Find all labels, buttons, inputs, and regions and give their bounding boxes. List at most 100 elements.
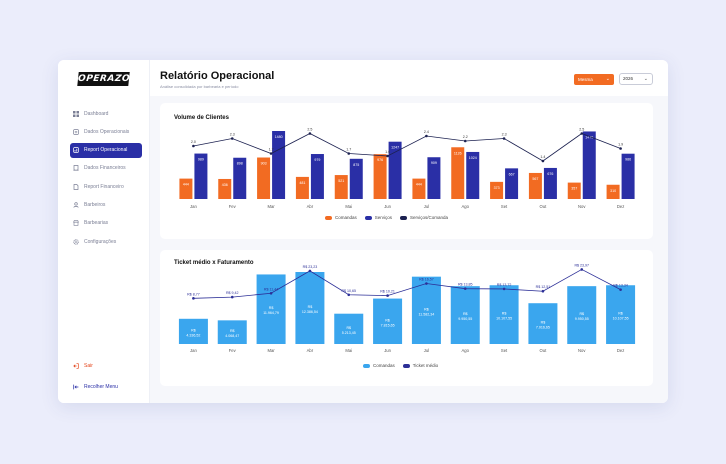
line-label: 2.2 [463, 135, 468, 139]
bar-label: 310 [610, 189, 616, 193]
bar-label: 7.815,65 [381, 323, 395, 327]
app-logo: OPERAZOR [77, 72, 138, 86]
bar-label: R$ [191, 328, 196, 332]
chevron-down-icon: ⌄ [643, 76, 648, 82]
bar-label: R$ [230, 329, 235, 333]
bar-servicos [427, 157, 441, 199]
line-label: 2.5 [307, 128, 312, 132]
legend-item-servicos[interactable]: Serviços [364, 215, 393, 220]
page-title: Relatório Operacional [160, 70, 275, 82]
line-label: R$ 23,23 [303, 265, 318, 269]
line-point [386, 294, 389, 297]
line-label: R$ 13,34 [613, 284, 628, 288]
line-label: 2.5 [579, 128, 584, 132]
line-point [619, 147, 622, 150]
bar-servicos [349, 158, 363, 199]
bar-comandas [451, 147, 465, 199]
line-point [580, 132, 584, 135]
sidebar-item-dados-financeiros[interactable]: Dados Financeiros [70, 161, 142, 176]
x-tick-label: Jun [384, 348, 391, 353]
line-point [425, 282, 428, 285]
legend-item-servicos-comanda[interactable]: Serviços/Comanda [400, 215, 448, 220]
legend-label: Comandas [373, 363, 395, 368]
line-point [269, 152, 273, 155]
bar-label: 373 [494, 186, 500, 190]
bar-label: R$ [269, 306, 274, 310]
bar-faturamento [411, 276, 441, 344]
legend-item-comandas[interactable]: Comandas [325, 215, 357, 220]
volume-clientes-chart: 444 989 Jan 436 898 Fev 903 1480 Mar 481 979 Abr 521… [179, 128, 635, 209]
bar-comandas [606, 184, 620, 199]
user-icon [73, 202, 79, 208]
bar-label: 976 [377, 158, 383, 162]
line-ticket-medio [193, 269, 621, 299]
sidebar-item-report-operacional[interactable]: Report Operacional [70, 142, 142, 158]
sidebar-item-label: Dados Financeiros [84, 165, 126, 172]
sidebar-item-label: Report Operacional [84, 147, 128, 154]
line-point [502, 137, 506, 140]
sidebar-item-dados-operacionais[interactable]: Dados Operacionais [70, 124, 142, 139]
x-tick-label: Jun [384, 204, 391, 209]
sidebar: OPERAZOR Dashboard Dados Operacionais Re… [58, 60, 150, 403]
volume-clientes-card: Volume de Clientes 444 989 Jan 436 898 Fev 903… [160, 103, 653, 239]
bar-comandas [257, 157, 271, 199]
bar-label: R$ [424, 307, 429, 311]
line-point [230, 137, 234, 140]
legend-label: Serviços [374, 215, 393, 220]
bar-servicos [505, 168, 519, 199]
sidebar-item-label: Barbeiros [84, 201, 106, 208]
main-content: Relatório Operacional Análise consolidad… [150, 60, 668, 403]
x-tick-label: Mai [345, 204, 352, 209]
x-tick-label: Out [540, 204, 548, 209]
bar-faturamento [217, 320, 247, 344]
line-label: R$ 8,77 [187, 292, 200, 296]
app-window: OPERAZOR Dashboard Dados Operacionais Re… [58, 60, 668, 403]
bar-label: 989 [198, 158, 204, 162]
line-point [580, 268, 584, 271]
sidebar-item-report-financeiro[interactable]: Report Financeiro [70, 179, 142, 194]
bar-label: R$ [463, 312, 468, 316]
legend-item-comandas[interactable]: Comandas [363, 363, 395, 368]
logout-button[interactable]: Sair [70, 358, 142, 373]
line-point [386, 154, 389, 158]
bar-comandas [334, 175, 348, 199]
line-label: R$ 11,44 [264, 287, 278, 291]
bar-label: 5.213,45 [342, 331, 356, 335]
x-tick-label: Abr [307, 348, 314, 353]
sidebar-item-dashboard[interactable]: Dashboard [70, 106, 142, 121]
line-point [463, 139, 467, 143]
bar-servicos [466, 151, 480, 199]
bar-label: R$ [579, 312, 584, 316]
line-label: 1.6 [385, 150, 390, 154]
bar-label: 357 [571, 187, 577, 191]
legend-swatch [400, 215, 408, 220]
line-label: R$ 9,42 [226, 291, 239, 295]
bar-faturamento [256, 274, 286, 344]
line-point [619, 288, 622, 291]
logout-icon [73, 362, 79, 369]
line-label: 1.4 [540, 155, 545, 159]
year-select-value: 2026 [623, 76, 634, 81]
month-select[interactable]: Mesma ⌄ [574, 74, 614, 85]
sidebar-item-label: Report Financeiro [84, 183, 124, 190]
line-point [541, 159, 545, 163]
sidebar-item-barbearias[interactable]: Barbearias [70, 216, 142, 231]
bar-label: 11.582,34 [419, 312, 435, 316]
sidebar-item-barbeiros[interactable]: Barbeiros [70, 197, 142, 212]
bar-faturamento [295, 272, 325, 344]
sidebar-item-configuracoes[interactable]: Configurações [70, 234, 142, 249]
logout-label: Sair [84, 362, 93, 369]
bar-label: 986 [625, 158, 631, 162]
legend-swatch [325, 215, 332, 220]
clipboard-icon [73, 129, 79, 135]
line-point [425, 134, 428, 138]
x-tick-label: Set [501, 348, 508, 353]
line-label: R$ 10,21 [380, 290, 395, 294]
year-select[interactable]: 2026 ⌄ [619, 73, 653, 85]
legend-swatch [363, 363, 370, 368]
legend-item-ticket-medio[interactable]: Ticket médio [402, 363, 438, 368]
collapse-menu-button[interactable]: Recolher Menu [70, 379, 142, 394]
line-point [192, 144, 195, 148]
sidebar-item-label: Dashboard [84, 110, 109, 117]
line-point [463, 287, 467, 290]
